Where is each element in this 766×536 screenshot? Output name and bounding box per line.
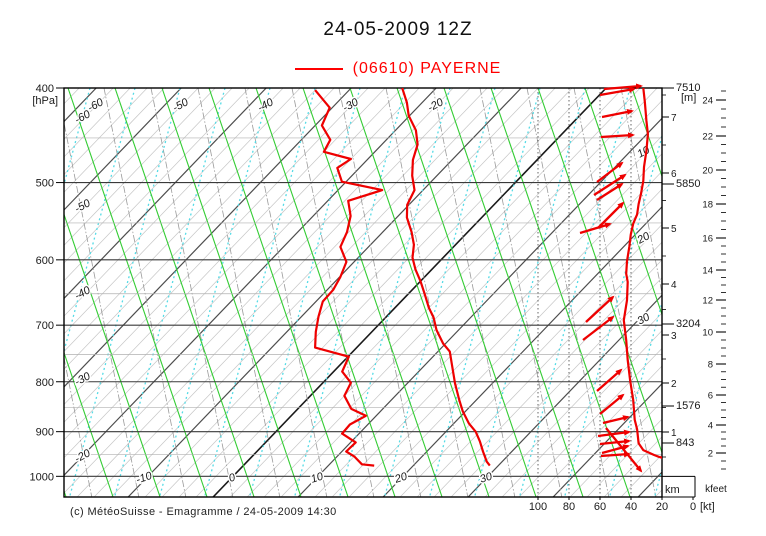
wind-vector-arrow xyxy=(596,368,623,392)
isotherm-label: -30 xyxy=(73,370,93,388)
km-tick-label: 2 xyxy=(671,379,677,390)
kfeet-tick-label: 6 xyxy=(708,391,713,402)
pressure-gridlines xyxy=(64,137,662,477)
wind-kt-tick-label: 40 xyxy=(625,501,637,513)
km-tick-label: 6 xyxy=(671,169,677,180)
km-unit-label: km xyxy=(665,484,680,496)
wind-kt-axis: 100 80 60 40 20 0 [kt] xyxy=(529,497,715,513)
kfeet-unit-label: kfeet xyxy=(705,484,727,495)
pressure-tick-label: 400 xyxy=(36,83,54,95)
wind-vector-arrow xyxy=(600,451,631,458)
legend: (06610) PAYERNE xyxy=(15,60,766,78)
height-m-unit-label: [m] xyxy=(681,92,696,104)
kfeet-tick-label: 20 xyxy=(702,166,713,177)
isotherm-label: -50 xyxy=(73,197,93,215)
wind-speed-curve xyxy=(622,88,662,459)
wind-scale-box xyxy=(662,475,696,498)
km-tick-label: 7 xyxy=(671,113,677,124)
kfeet-tick-label: 12 xyxy=(702,296,713,307)
wind-vector-arrow xyxy=(579,222,612,235)
wind-vector-arrow xyxy=(599,393,625,415)
height-m-label: 1576 xyxy=(676,400,700,412)
height-m-label: 843 xyxy=(676,437,694,449)
legend-line-icon xyxy=(294,68,343,70)
kfeet-tick-label: 10 xyxy=(702,328,713,339)
isotherm-value-labels: -60 -50 -40 -30 -20-60-50-40-30-20-10 0 10 20 30… xyxy=(71,94,654,487)
kfeet-axis: 24 22 20 18 16 14 12 10 8 6 4 2 kfeet xyxy=(702,90,727,495)
temperature-curve xyxy=(401,88,491,467)
kfeet-tick-label: 2 xyxy=(708,449,713,460)
kfeet-tick-label: 14 xyxy=(702,266,713,277)
kfeet-tick-label: 4 xyxy=(708,421,713,432)
wind-vector-arrow xyxy=(585,295,615,323)
wind-vector-arrow xyxy=(599,86,636,97)
dry-adiabat-grid xyxy=(64,88,662,497)
pressure-tick-label: 700 xyxy=(36,320,54,332)
chart-title: 24-05-2009 12Z xyxy=(323,19,473,40)
wind-vectors xyxy=(579,83,643,473)
wind-kt-tick-label: 20 xyxy=(656,501,668,513)
pressure-tick-label: 900 xyxy=(36,427,54,439)
dewpoint-curve xyxy=(314,89,384,467)
chart-frame xyxy=(63,87,663,498)
wind-vector-arrow xyxy=(593,173,627,196)
pressure-tick-label: 500 xyxy=(36,178,54,190)
pressure-axis: 400 500 600 700 800 900 1000 [hPa] xyxy=(30,83,64,483)
wind-vector-arrow xyxy=(582,315,615,341)
isotherm-label: 30 xyxy=(478,470,494,485)
height-m-label: 5850 xyxy=(676,178,700,190)
pressure-unit-label: [hPa] xyxy=(32,95,58,107)
isotherm-label: 10 xyxy=(635,144,652,161)
height-m-label: 3204 xyxy=(676,318,700,330)
wind-kt-tick-label: 0 xyxy=(690,501,696,513)
wind-vector-arrow xyxy=(596,161,624,183)
wind-vector-arrow xyxy=(601,109,634,119)
kfeet-tick-label: 16 xyxy=(702,234,713,245)
wind-vector-arrow xyxy=(597,429,631,438)
legend-station-label: (06610) PAYERNE xyxy=(352,60,502,77)
wind-vector-arrow xyxy=(603,83,643,91)
wind-vector-arrow xyxy=(601,444,630,455)
pressure-tick-label: 800 xyxy=(36,377,54,389)
wind-vector-arrow xyxy=(597,201,625,229)
kfeet-tick-label: 22 xyxy=(702,132,713,143)
isotherm-label: -20 xyxy=(73,447,93,465)
isotherm-label: 10 xyxy=(309,470,325,485)
kfeet-tick-label: 24 xyxy=(702,96,713,107)
height-axis: 7 6 5 4 3 2 1 7510 5850 3204 1576 843 [m] km xyxy=(662,82,700,496)
wind-kt-tick-label: 100 xyxy=(529,501,547,513)
moist-adiabat-grid xyxy=(64,88,662,497)
wind-speed-gridlines xyxy=(537,88,632,497)
wind-vector-arrow xyxy=(602,415,630,425)
wind-kt-tick-label: 80 xyxy=(563,501,575,513)
pressure-tick-label: 600 xyxy=(36,255,54,267)
kfeet-tick-label: 18 xyxy=(702,200,713,211)
wind-vector-arrow xyxy=(596,182,624,201)
wind-kt-unit-label: [kt] xyxy=(700,501,715,513)
isotherm-grid xyxy=(64,88,662,497)
wind-vector-arrow xyxy=(600,132,635,139)
height-m-label: 7510 xyxy=(676,82,700,94)
wind-vector-arrow xyxy=(605,427,643,473)
km-tick-label: 1 xyxy=(671,428,677,439)
km-tick-label: 4 xyxy=(671,280,677,291)
km-tick-label: 3 xyxy=(671,331,677,342)
wind-kt-tick-label: 60 xyxy=(594,501,606,513)
copyright-note: (c) MétéoSuisse - Emagramme / 24-05-2009… xyxy=(70,506,337,518)
wind-vector-arrow xyxy=(599,438,631,446)
background-grid xyxy=(64,88,662,497)
km-tick-label: 5 xyxy=(671,224,677,235)
sounding-curves xyxy=(314,88,662,467)
mixing-ratio-grid xyxy=(64,88,662,497)
kfeet-tick-label: 8 xyxy=(708,360,713,371)
pressure-tick-label: 1000 xyxy=(30,471,54,483)
